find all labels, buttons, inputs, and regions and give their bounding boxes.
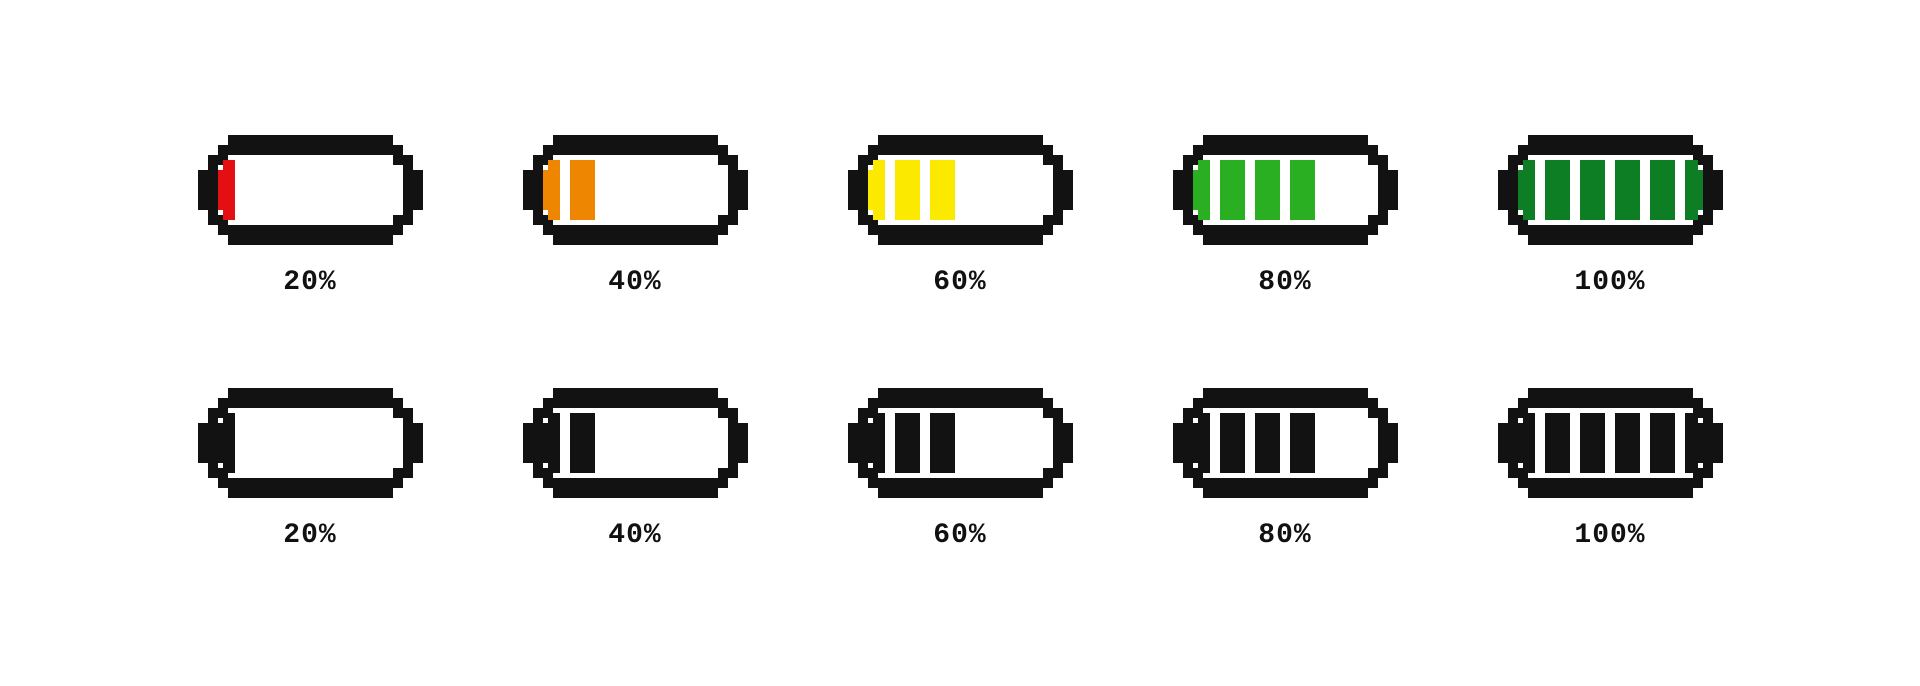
battery-label: 60%: [933, 520, 986, 551]
battery-label: 20%: [283, 267, 336, 298]
battery-icon: [1498, 388, 1723, 498]
battery-label: 100%: [1574, 520, 1645, 551]
battery-cell: 100%: [1498, 388, 1723, 551]
battery-cell: 100%: [1498, 135, 1723, 298]
battery-label: 80%: [1258, 267, 1311, 298]
battery-cell: 20%: [198, 135, 423, 298]
battery-cell: 60%: [848, 135, 1073, 298]
battery-label: 100%: [1574, 267, 1645, 298]
row-color: 20% 40% 60% 80% 100%: [198, 135, 1723, 298]
battery-cell: 40%: [523, 135, 748, 298]
battery-icon: [523, 388, 748, 498]
battery-cell: 20%: [198, 388, 423, 551]
battery-icon: [1173, 135, 1398, 245]
battery-icon: [848, 135, 1073, 245]
battery-label: 40%: [608, 520, 661, 551]
battery-icon: [1173, 388, 1398, 498]
battery-icon: [1498, 135, 1723, 245]
battery-label: 20%: [283, 520, 336, 551]
battery-infographic: 20% 40% 60% 80% 100% 20% 40% 60% 80% 100%: [0, 0, 1920, 686]
battery-icon: [523, 135, 748, 245]
battery-icon: [198, 135, 423, 245]
battery-cell: 60%: [848, 388, 1073, 551]
battery-label: 40%: [608, 267, 661, 298]
battery-cell: 80%: [1173, 135, 1398, 298]
battery-icon: [198, 388, 423, 498]
row-mono: 20% 40% 60% 80% 100%: [198, 388, 1723, 551]
battery-label: 60%: [933, 267, 986, 298]
battery-icon: [848, 388, 1073, 498]
battery-cell: 80%: [1173, 388, 1398, 551]
battery-label: 80%: [1258, 520, 1311, 551]
battery-cell: 40%: [523, 388, 748, 551]
